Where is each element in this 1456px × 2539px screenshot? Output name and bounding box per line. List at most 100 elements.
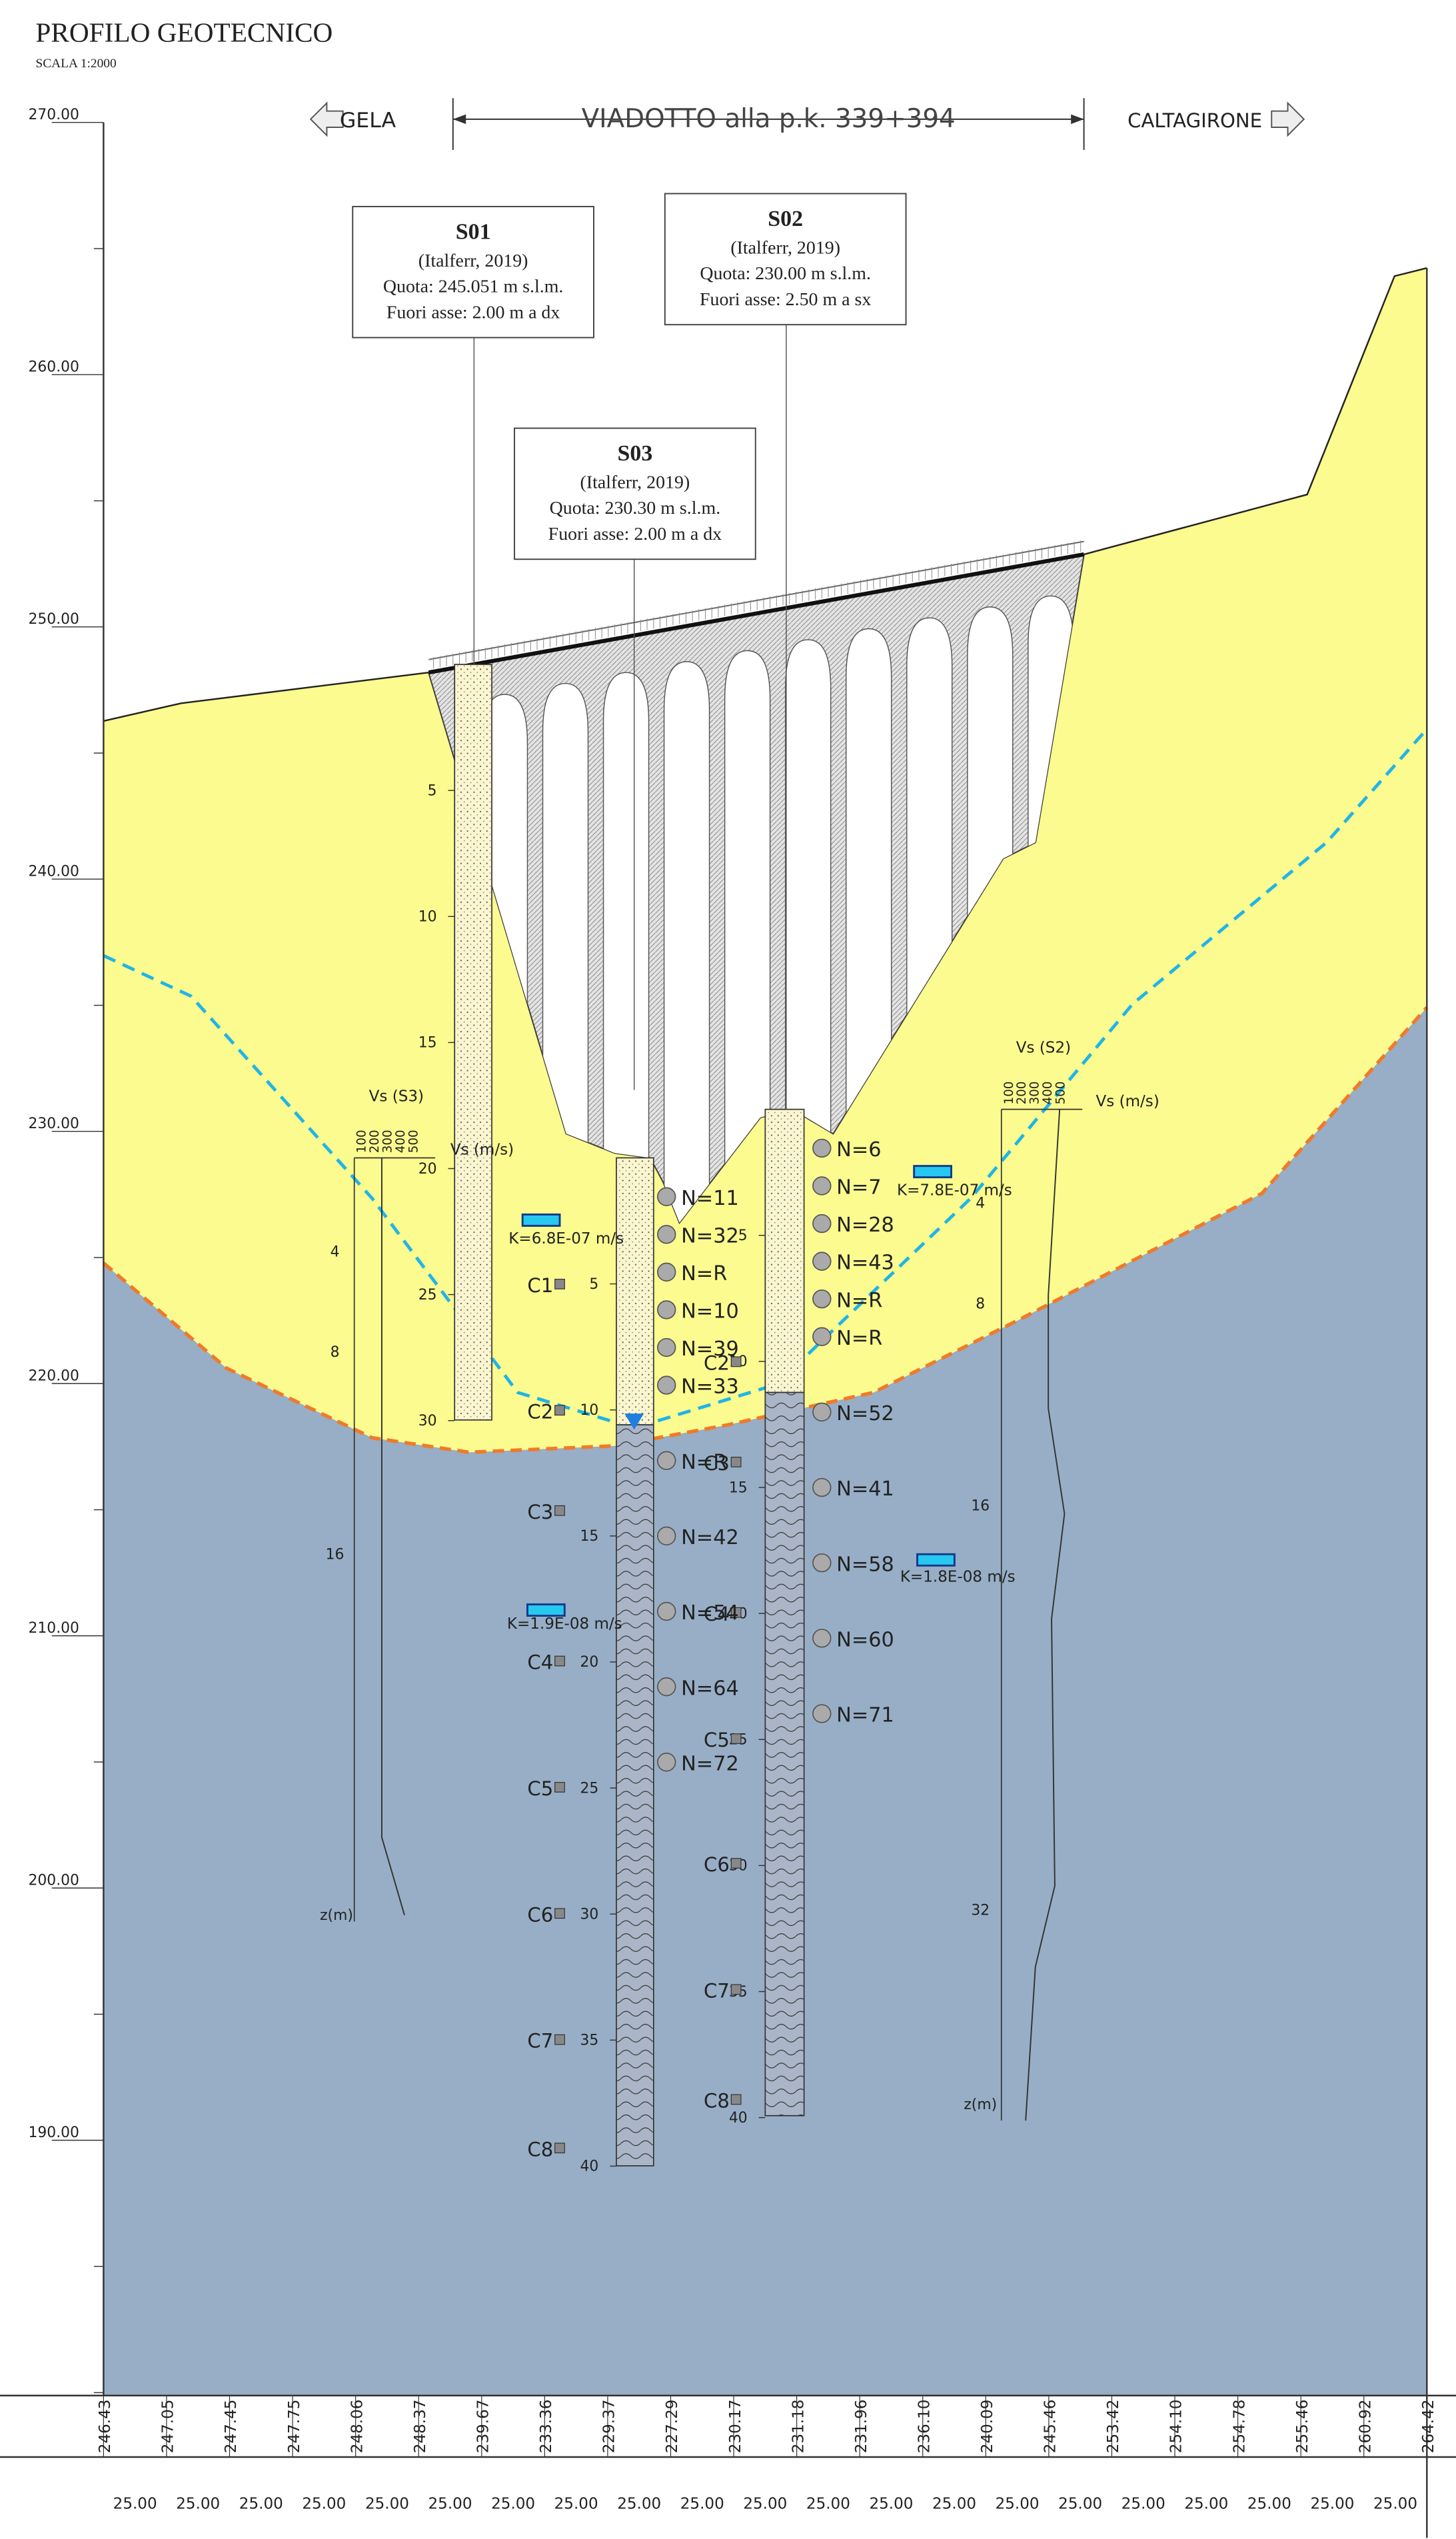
spt-marker	[657, 1526, 676, 1546]
vs-depth-label: 32	[971, 1903, 990, 1919]
sample-marker	[554, 2142, 565, 2154]
depth-label: 30	[418, 1413, 437, 1429]
borehole-id: S03	[617, 441, 652, 466]
arch	[663, 661, 710, 1223]
spt-value: N=32	[681, 1224, 739, 1248]
station-distance: 25.00	[428, 2496, 472, 2513]
vs-depth-axis-label: z(m)	[320, 1907, 353, 1924]
spt-marker	[657, 1262, 676, 1282]
spt-marker	[657, 1451, 676, 1470]
station-elevation: 253.42	[1105, 2400, 1122, 2454]
sample-label: C7	[704, 1980, 730, 2003]
spt-value: N=72	[681, 1752, 739, 1775]
permeability-label: K=6.8E-07 m/s	[508, 1230, 624, 1248]
station-distance: 25.00	[1121, 2496, 1165, 2513]
vs-speed-tick: 300	[1028, 1082, 1042, 1105]
spt-value: N=R	[836, 1327, 882, 1350]
water-table	[103, 728, 1429, 1430]
spt-marker	[657, 1677, 676, 1697]
spt-value: N=41	[836, 1477, 894, 1501]
sample-label: C3	[527, 1501, 553, 1523]
station-distance: 25.00	[113, 2496, 157, 2513]
permeability-marker	[526, 1603, 566, 1617]
sample-label: C4	[527, 1651, 553, 1674]
station-distance: 25.00	[554, 2496, 598, 2513]
station-distance: 25.00	[1184, 2496, 1228, 2513]
station-distance: 25.00	[302, 2496, 346, 2513]
depth-label: 5	[738, 1228, 748, 1244]
spt-value: N=33	[681, 1375, 739, 1399]
station-distance: 25.00	[176, 2496, 220, 2513]
station-distance: 25.00	[239, 2496, 283, 2513]
spt-value: N=28	[836, 1214, 894, 1237]
station-distance: 25.00	[1058, 2496, 1102, 2513]
vs-axis-label: Vs (m/s)	[450, 1142, 514, 1159]
spt-marker	[812, 1402, 832, 1422]
spt-value: N=60	[836, 1628, 894, 1651]
station-distance: 25.00	[1373, 2496, 1417, 2513]
borehole-offset: Fuori asse: 2.00 m a dx	[386, 302, 560, 323]
station-elevation: 233.36	[538, 2400, 555, 2454]
borehole-source: (Italferr, 2019)	[418, 251, 528, 271]
spt-value: N=58	[836, 1553, 894, 1576]
borehole-source: (Italferr, 2019)	[730, 237, 840, 258]
permeability-label: K=1.9E-08 m/s	[507, 1615, 622, 1633]
station-distance: 25.00	[365, 2496, 409, 2513]
spt-marker	[657, 1187, 676, 1206]
direction-left: GELA	[340, 109, 396, 133]
vs-speed-tick: 100	[355, 1130, 369, 1153]
station-distance: 25.00	[680, 2496, 724, 2513]
spt-value: N=11	[681, 1187, 739, 1210]
sample-label: C4	[704, 1603, 730, 1625]
direction-center: VIADOTTO alla p.k. 339+394	[582, 104, 956, 134]
station-distance: 25.00	[806, 2496, 850, 2513]
borehole-offset: Fuori asse: 2.00 m a dx	[548, 524, 722, 544]
permeability-marker	[916, 1553, 956, 1567]
borehole-quota: Quota: 230.00 m s.l.m.	[700, 263, 871, 284]
depth-label: 20	[418, 1161, 437, 1178]
station-elevation: 239.67	[474, 2400, 492, 2454]
station-elevation: 240.09	[979, 2400, 996, 2454]
elevation-label: 190.00	[29, 2124, 79, 2141]
depth-label: 10	[418, 909, 437, 926]
spt-value: N=54	[681, 1601, 739, 1625]
station-elevation: 231.18	[790, 2400, 807, 2454]
station-elevation: 254.78	[1231, 2400, 1248, 2454]
vs-curve	[1025, 1109, 1066, 2121]
depth-label: 25	[418, 1287, 437, 1303]
arch	[602, 672, 650, 1223]
borehole-box	[514, 427, 756, 560]
borehole-clay	[764, 1391, 805, 2116]
station-distance: 25.00	[1310, 2496, 1354, 2513]
borehole-quota: Quota: 230.30 m s.l.m.	[550, 498, 721, 518]
depth-label: 25	[580, 1780, 598, 1797]
sample-label: C2	[527, 1400, 553, 1423]
spt-marker	[812, 1327, 832, 1346]
title: PROFILO GEOTECNICO	[35, 17, 333, 47]
station-elevation: 245.46	[1042, 2400, 1060, 2454]
spt-value: N=43	[836, 1252, 894, 1275]
vs-depth-label: 8	[331, 1344, 340, 1361]
elevation-label: 240.00	[29, 863, 79, 880]
elevation-label: 220.00	[29, 1367, 79, 1384]
station-elevation: 254.10	[1168, 2400, 1185, 2454]
spt-marker	[812, 1252, 832, 1271]
borehole-source: (Italferr, 2019)	[580, 472, 690, 492]
sample-label: C5	[527, 1777, 553, 1800]
spt-marker	[657, 1337, 676, 1357]
depth-label: 10	[580, 1402, 598, 1419]
vs-speed-tick: 400	[1041, 1082, 1055, 1105]
vs-curve	[380, 1158, 405, 1915]
sample-marker	[554, 1655, 565, 1667]
spt-marker	[812, 1629, 832, 1648]
sample-marker	[730, 1733, 742, 1744]
spt-marker	[657, 1225, 676, 1244]
borehole-offset: Fuori asse: 2.50 m a sx	[700, 289, 871, 310]
permeability-marker	[913, 1165, 952, 1179]
station-elevation: 247.05	[160, 2400, 177, 2454]
station-distance: 25.00	[932, 2496, 976, 2513]
depth-label: 15	[580, 1528, 598, 1545]
spt-marker	[812, 1176, 832, 1196]
direction-row	[309, 98, 1305, 150]
sample-marker	[730, 1607, 742, 1618]
